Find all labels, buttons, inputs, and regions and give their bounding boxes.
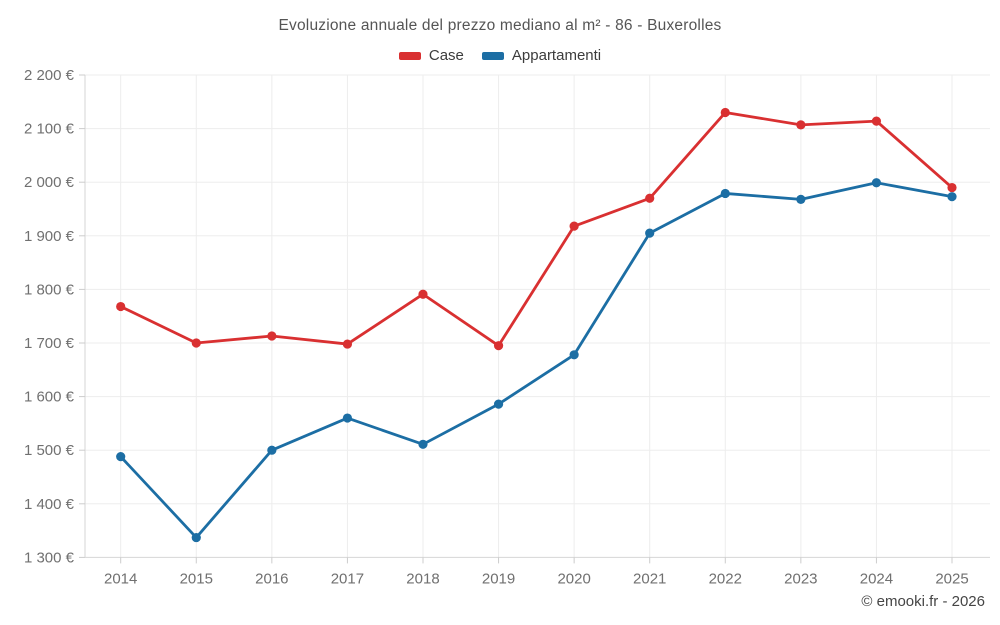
data-point-appartamenti-2014[interactable] [116, 452, 126, 462]
legend-swatch-appartamenti-icon [481, 51, 504, 60]
x-tick-label: 2022 [709, 570, 742, 587]
data-point-case-2023[interactable] [796, 120, 806, 130]
data-point-case-2022[interactable] [720, 107, 730, 118]
data-point-case-2015[interactable] [191, 338, 201, 348]
data-point-case-2024[interactable] [871, 116, 882, 126]
x-tick-label: 2025 [935, 570, 968, 587]
data-point-case-2025[interactable] [947, 182, 957, 193]
x-tick-label: 2020 [557, 570, 590, 587]
y-tick-label: 2 200 € [24, 67, 75, 84]
x-tick-label: 2016 [255, 570, 288, 587]
attribution-text: © emooki.fr - 2026 [861, 593, 985, 610]
data-point-case-2016[interactable] [267, 331, 277, 341]
data-point-appartamenti-2022[interactable] [720, 188, 730, 199]
x-tick-label: 2019 [482, 570, 515, 587]
x-tick-label: 2017 [331, 570, 364, 587]
y-tick-label: 2 100 € [24, 121, 75, 138]
legend-swatch-case-icon [398, 51, 421, 60]
legend-label-appartamenti: Appartamenti [511, 47, 602, 64]
data-point-case-2017[interactable] [342, 339, 353, 349]
data-point-appartamenti-2019[interactable] [493, 399, 504, 409]
y-tick-label: 1 500 € [24, 442, 75, 459]
series-line-case [119, 111, 954, 348]
y-tick-label: 1 900 € [24, 228, 75, 245]
legend-label-case: Case [428, 47, 464, 64]
data-point-appartamenti-2020[interactable] [569, 350, 579, 360]
data-point-appartamenti-2015[interactable] [191, 532, 201, 543]
x-tick-label: 2021 [633, 570, 666, 587]
chart-title: Evoluzione annuale del prezzo mediano al… [278, 17, 722, 34]
y-tick-label: 1 300 € [24, 549, 75, 566]
y-tick-label: 1 400 € [24, 496, 75, 513]
data-point-appartamenti-2024[interactable] [871, 178, 882, 188]
legend-item-appartamenti[interactable]: Appartamenti [481, 47, 602, 64]
data-point-appartamenti-2017[interactable] [342, 413, 353, 423]
data-point-appartamenti-2016[interactable] [267, 445, 277, 455]
legend-item-case[interactable]: Case [398, 47, 464, 64]
series-line-appartamenti [119, 181, 954, 539]
data-point-case-2019[interactable] [493, 341, 504, 351]
data-point-appartamenti-2018[interactable] [418, 439, 428, 449]
x-tick-label: 2015 [180, 570, 213, 587]
y-tick-label: 1 600 € [24, 389, 75, 406]
data-point-case-2014[interactable] [116, 301, 126, 312]
data-point-appartamenti-2025[interactable] [947, 192, 957, 202]
x-tick-label: 2023 [784, 570, 817, 587]
data-point-case-2018[interactable] [418, 289, 428, 299]
x-tick-label: 2018 [406, 570, 439, 587]
y-tick-label: 1 700 € [24, 335, 75, 352]
y-tick-label: 2 000 € [24, 174, 75, 191]
data-point-appartamenti-2021[interactable] [645, 228, 655, 238]
data-point-case-2021[interactable] [645, 193, 655, 203]
data-point-case-2020[interactable] [569, 221, 579, 231]
x-tick-label: 2024 [860, 570, 893, 587]
x-tick-label: 2014 [104, 570, 137, 587]
chart-legend: Case Appartamenti [0, 47, 1000, 64]
data-point-appartamenti-2023[interactable] [796, 194, 806, 204]
y-tick-label: 1 800 € [24, 281, 75, 298]
